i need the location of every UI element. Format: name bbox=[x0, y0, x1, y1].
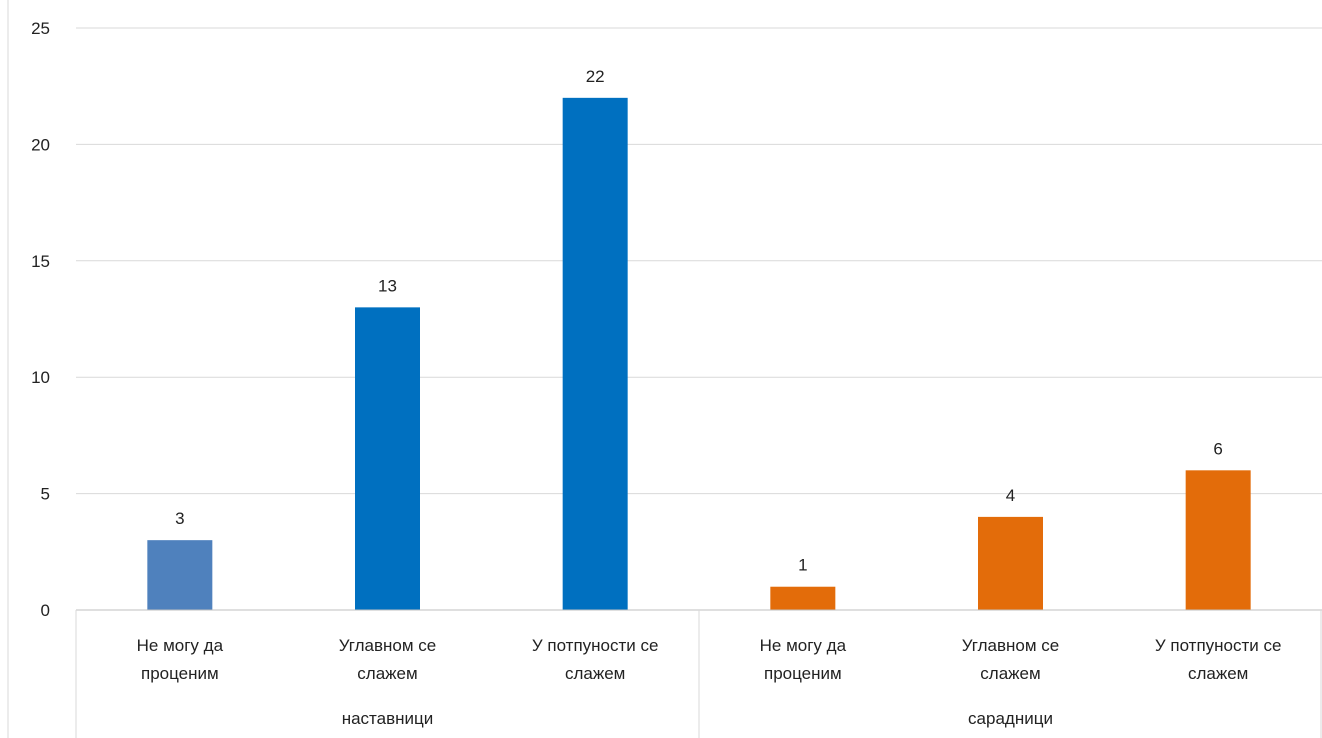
data-label: 13 bbox=[378, 276, 397, 295]
x-group-label: сарадници bbox=[968, 709, 1053, 728]
x-category-label: У потпуности се bbox=[532, 636, 659, 655]
bar bbox=[1185, 470, 1251, 610]
y-tick-label: 5 bbox=[41, 485, 50, 504]
x-category-label: слажем bbox=[565, 664, 625, 683]
x-group-label: наставници bbox=[342, 709, 434, 728]
x-category-label: Не могу да bbox=[760, 636, 847, 655]
x-category-label: проценим bbox=[141, 664, 219, 683]
x-category-label: У потпуности се bbox=[1155, 636, 1282, 655]
bar bbox=[978, 516, 1043, 610]
bar bbox=[147, 540, 213, 610]
bar bbox=[355, 307, 420, 610]
x-category-label: слажем bbox=[1188, 664, 1248, 683]
y-tick-label: 10 bbox=[31, 368, 50, 387]
x-category-label: слажем bbox=[980, 664, 1040, 683]
x-category-label: Углавном се bbox=[962, 636, 1059, 655]
gridlines bbox=[76, 27, 1322, 611]
x-category-label: проценим bbox=[764, 664, 842, 683]
y-tick-label: 20 bbox=[31, 135, 50, 154]
data-label: 1 bbox=[798, 556, 807, 575]
data-label: 4 bbox=[1006, 486, 1015, 505]
y-tick-label: 25 bbox=[31, 19, 50, 38]
x-category-label: Углавном се bbox=[339, 636, 436, 655]
bar bbox=[562, 97, 628, 611]
y-axis: 0 5 10 15 20 25 bbox=[31, 19, 50, 620]
x-axis: Не могу да проценим Углавном се слажем У пот… bbox=[7, 0, 1322, 738]
bar bbox=[770, 586, 836, 610]
data-label: 3 bbox=[175, 509, 184, 528]
data-label: 22 bbox=[586, 67, 605, 86]
data-label: 6 bbox=[1213, 439, 1222, 458]
y-tick-label: 0 bbox=[41, 601, 50, 620]
y-tick-label: 15 bbox=[31, 252, 50, 271]
x-category-label: Не могу да bbox=[137, 636, 224, 655]
x-category-label: слажем bbox=[357, 664, 417, 683]
